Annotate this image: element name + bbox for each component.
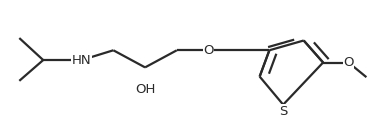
Text: OH: OH bbox=[135, 83, 155, 96]
Text: O: O bbox=[343, 56, 354, 69]
Text: O: O bbox=[203, 44, 214, 57]
Text: S: S bbox=[279, 105, 287, 118]
Text: HN: HN bbox=[72, 54, 91, 66]
